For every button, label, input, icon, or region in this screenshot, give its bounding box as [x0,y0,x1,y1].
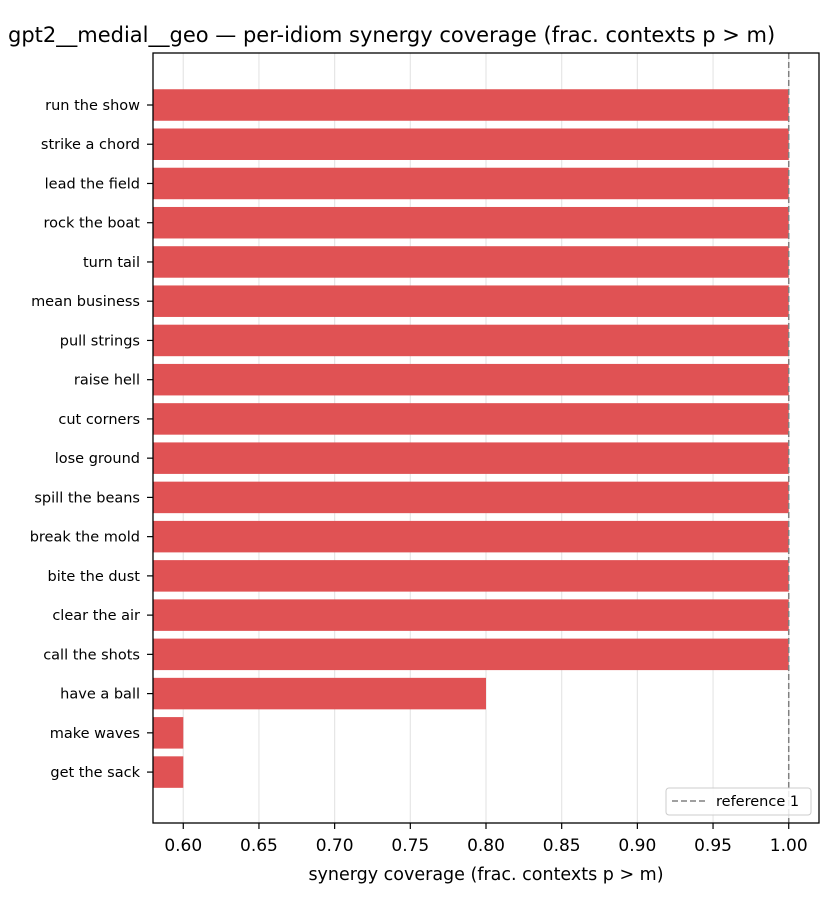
x-tick-label: 0.90 [618,836,656,856]
bar [153,167,789,200]
y-category-label: run the show [45,98,140,114]
y-category-label: mean business [31,294,140,310]
y-category-label: raise hell [74,373,140,389]
y-category-label: lose ground [55,451,140,467]
y-category-label: bite the dust [48,569,141,585]
y-category-label: break the mold [30,530,140,546]
bar [153,324,789,357]
y-category-label: call the shots [43,647,140,663]
x-tick-label: 0.60 [164,836,202,856]
y-category-label: have a ball [60,687,140,703]
bar [153,638,789,671]
y-category-label: get the sack [50,765,140,781]
bar [153,717,184,749]
bar [153,89,789,121]
x-tick-label: 0.75 [391,836,429,856]
bars-layer [153,89,789,788]
x-tick-label: 0.70 [316,836,354,856]
bar [153,599,789,631]
bar [153,363,789,396]
x-tick-label: 0.80 [467,836,505,856]
bar [153,560,789,592]
bar [153,481,789,514]
x-tick-label: 0.95 [694,836,732,856]
bar [153,677,486,710]
y-category-label: make waves [50,726,140,742]
x-tick-label: 1.00 [770,836,808,856]
bar [153,756,184,788]
bar [153,442,789,474]
bar [153,246,789,278]
y-category-label: turn tail [83,255,140,271]
chart-title: gpt2__medial__geo — per-idiom synergy co… [8,23,775,48]
y-category-label: rock the boat [43,216,140,232]
x-axis-label: synergy coverage (frac. contexts p > m) [308,865,663,885]
legend-box [665,787,812,816]
legend-label: reference 1 [716,794,799,810]
y-category-label: strike a chord [41,137,140,153]
bar [153,128,789,160]
y-category-label: spill the beans [34,490,140,506]
y-category-label: pull strings [60,333,140,349]
y-category-label: cut corners [58,412,140,428]
bar [153,520,789,553]
x-axis-ticks: 0.60 0.65 0.70 0.75 0.80 0.85 0.90 0.95 1.00 [164,823,808,856]
bar [153,285,789,317]
legend: reference 1 [665,787,812,816]
x-tick-label: 0.65 [240,836,278,856]
x-tick-label: 0.85 [543,836,581,856]
bar [153,403,789,435]
y-category-label: clear the air [52,608,140,624]
bar [153,206,789,239]
y-axis-ticks: run the show strike a chord lead the field… [30,98,153,781]
y-category-label: lead the field [45,176,140,192]
